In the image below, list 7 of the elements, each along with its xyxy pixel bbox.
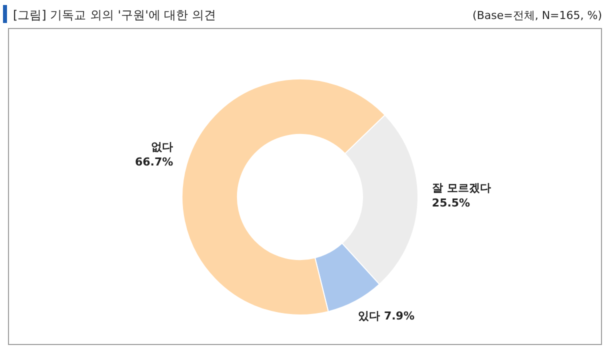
data-label: 66.7% <box>134 155 174 168</box>
slice-label: 없다 <box>151 140 174 154</box>
text: (Base=전체, N=165, %) <box>472 9 602 22</box>
slice-label: 잘 모르겠다 <box>432 181 491 194</box>
data-label: 25.5% <box>432 196 470 210</box>
chart-title: [그림] 기독교 외의 '구원'에 대한 의견 <box>13 8 216 22</box>
slice-label: 있다 7.9% <box>358 309 414 322</box>
